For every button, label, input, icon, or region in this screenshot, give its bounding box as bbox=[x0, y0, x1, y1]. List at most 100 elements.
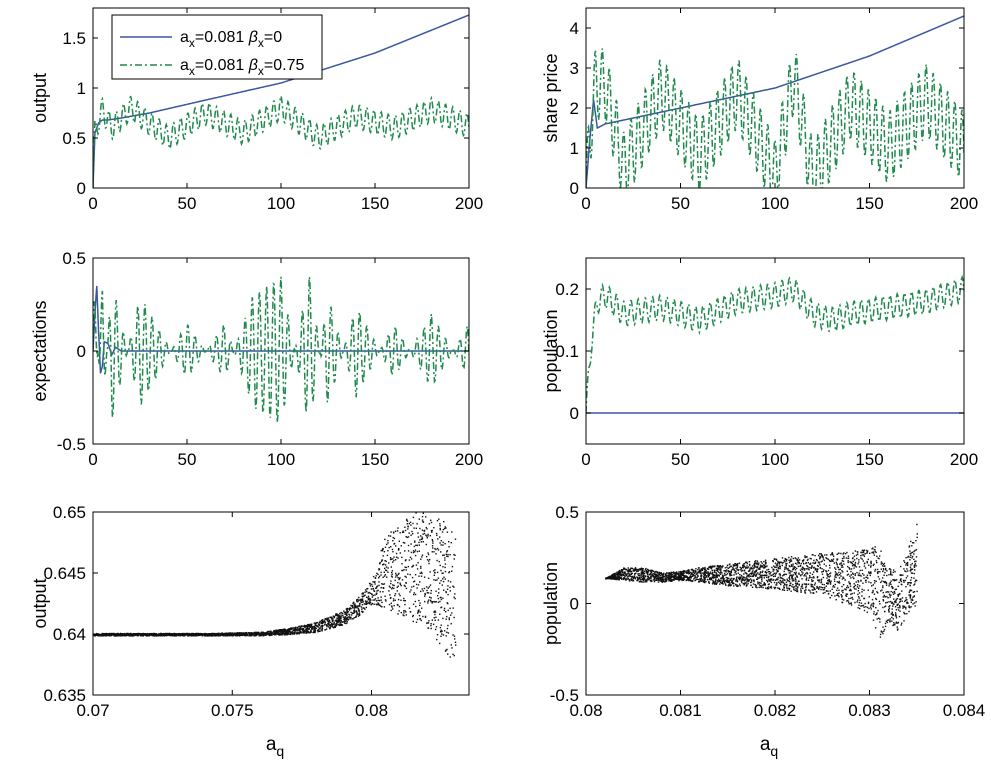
scatter-point bbox=[422, 590, 424, 592]
scatter-point bbox=[796, 567, 798, 570]
scatter-point bbox=[862, 551, 864, 554]
scatter-point bbox=[453, 635, 456, 637]
scatter-point bbox=[838, 577, 841, 579]
scatter-point bbox=[659, 575, 661, 577]
scatter-point bbox=[381, 606, 383, 608]
scatter-point bbox=[205, 633, 207, 635]
scatter-point bbox=[842, 599, 845, 601]
scatter-point bbox=[639, 568, 641, 570]
scatter-point bbox=[193, 633, 195, 635]
scatter-point bbox=[678, 571, 680, 573]
scatter-point bbox=[898, 592, 901, 595]
scatter-point bbox=[751, 567, 753, 570]
scatter-point bbox=[852, 552, 854, 554]
scatter-point bbox=[759, 576, 761, 578]
scatter-point bbox=[716, 580, 719, 582]
scatter-point bbox=[860, 555, 862, 557]
scatter-point bbox=[882, 600, 885, 602]
scatter-point bbox=[883, 562, 886, 565]
scatter-point bbox=[343, 611, 346, 614]
scatter-point bbox=[612, 575, 614, 577]
scatter-point bbox=[282, 628, 284, 631]
scatter-point bbox=[417, 532, 419, 534]
scatter-point bbox=[671, 574, 673, 576]
scatter-point bbox=[435, 590, 437, 592]
scatter-point bbox=[678, 579, 680, 582]
scatter-point bbox=[428, 523, 431, 525]
scatter-point bbox=[284, 629, 287, 631]
scatter-point bbox=[625, 578, 628, 580]
scatter-point bbox=[256, 632, 258, 635]
scatter-point bbox=[740, 580, 743, 582]
scatter-point bbox=[879, 555, 881, 557]
scatter-point bbox=[775, 559, 778, 561]
scatter-point bbox=[783, 585, 785, 587]
scatter-point bbox=[637, 577, 639, 579]
scatter-point bbox=[880, 590, 882, 592]
scatter-point bbox=[398, 605, 401, 608]
scatter-point bbox=[265, 632, 267, 634]
scatter-point bbox=[161, 633, 163, 636]
scatter-point bbox=[362, 593, 364, 595]
scatter-point bbox=[754, 584, 757, 586]
scatter-point bbox=[357, 605, 359, 607]
scatter-point bbox=[904, 579, 907, 582]
scatter-point bbox=[311, 627, 314, 629]
scatter-point bbox=[263, 632, 265, 634]
scatter-point bbox=[811, 577, 813, 579]
scatter-point bbox=[848, 567, 850, 569]
scatter-point bbox=[872, 591, 874, 593]
scatter-point bbox=[788, 572, 790, 574]
scatter-point bbox=[829, 575, 832, 577]
scatter-point bbox=[265, 634, 267, 636]
scatter-point bbox=[830, 554, 832, 556]
scatter-point bbox=[699, 570, 701, 572]
scatter-point bbox=[788, 588, 790, 591]
scatter-point bbox=[714, 569, 716, 572]
scatter-point bbox=[812, 580, 814, 582]
scatter-point bbox=[679, 575, 681, 578]
scatter-point bbox=[630, 572, 632, 574]
scatter-point bbox=[444, 650, 447, 652]
scatter-point bbox=[391, 573, 393, 575]
scatter-point bbox=[682, 579, 685, 581]
scatter-point bbox=[626, 568, 628, 571]
scatter-point bbox=[401, 569, 403, 572]
scatter-point bbox=[398, 547, 400, 550]
scatter-point bbox=[895, 615, 897, 617]
scatter-point bbox=[321, 627, 324, 630]
scatter-point bbox=[436, 638, 438, 641]
scatter-point bbox=[621, 571, 624, 574]
scatter-point bbox=[251, 634, 253, 636]
scatter-point bbox=[712, 566, 714, 568]
scatter-point bbox=[442, 528, 444, 531]
scatter-point bbox=[828, 559, 831, 562]
scatter-point bbox=[340, 619, 342, 622]
scatter-point bbox=[745, 577, 748, 579]
scatter-point bbox=[796, 587, 799, 589]
scatter-point bbox=[175, 633, 178, 635]
scatter-point bbox=[886, 601, 888, 604]
scatter-point bbox=[890, 572, 892, 574]
scatter-point bbox=[293, 631, 295, 634]
scatter-point bbox=[313, 628, 315, 630]
scatter-point bbox=[223, 635, 225, 637]
scatter-point bbox=[333, 623, 335, 625]
scatter-point bbox=[658, 576, 660, 578]
scatter-point bbox=[394, 594, 396, 597]
scatter-point bbox=[392, 600, 395, 602]
scatter-point bbox=[404, 603, 406, 606]
scatter-point bbox=[370, 599, 372, 601]
scatter-point bbox=[746, 567, 749, 569]
scatter-point bbox=[757, 572, 759, 574]
scatter-point bbox=[846, 574, 849, 576]
scatter-point bbox=[784, 573, 786, 575]
scatter-point bbox=[363, 607, 365, 609]
scatter-point bbox=[313, 631, 315, 633]
scatter-point bbox=[353, 601, 355, 604]
scatter-point bbox=[117, 635, 119, 637]
scatter-point bbox=[439, 626, 442, 629]
scatter-point bbox=[436, 559, 438, 562]
scatter-point bbox=[882, 570, 884, 573]
scatter-point bbox=[794, 566, 796, 569]
